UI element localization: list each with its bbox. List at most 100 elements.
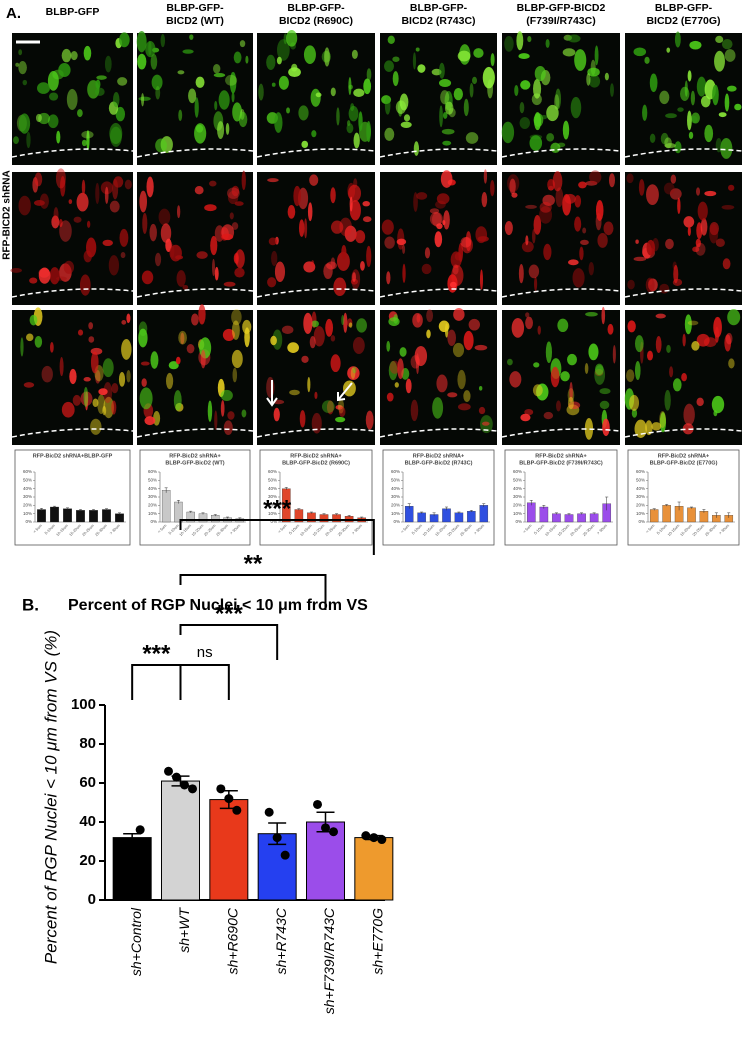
cell (555, 88, 562, 110)
cell (351, 49, 358, 60)
cell (646, 184, 659, 205)
cell (350, 103, 355, 111)
cell (647, 350, 654, 361)
cell (109, 200, 120, 213)
micrograph (136, 304, 254, 445)
cell (286, 107, 291, 114)
cell (682, 423, 694, 435)
cell (574, 216, 582, 232)
cell (88, 322, 94, 330)
cell (303, 312, 313, 334)
cell (442, 140, 452, 146)
y-tick-label: 40% (636, 486, 645, 491)
cell (457, 369, 466, 390)
ventricle-line (501, 428, 621, 438)
cell (649, 133, 656, 143)
cell (194, 97, 199, 118)
cell (41, 365, 53, 383)
y-tick-label: 30% (148, 494, 157, 499)
cell (714, 50, 725, 72)
chart-frame (627, 449, 740, 546)
cell (117, 77, 128, 86)
data-point (180, 780, 189, 790)
cell (330, 187, 336, 204)
cell (18, 49, 23, 56)
chart-title: BLBP-GFP-BicD2 (R690C) (282, 460, 350, 466)
cell (453, 87, 463, 101)
cell (631, 408, 638, 418)
cell (518, 263, 524, 284)
arrow (266, 380, 278, 407)
cell (182, 49, 194, 54)
significance-bracket (179, 574, 327, 610)
cell (585, 180, 598, 186)
cell (728, 358, 735, 369)
cell (86, 130, 90, 151)
x-tick-label: 5-10um (533, 524, 545, 536)
cell (304, 218, 308, 239)
cell (126, 369, 131, 383)
cell (278, 75, 289, 90)
error-bar (652, 508, 656, 511)
cell (348, 322, 353, 328)
cell (287, 342, 299, 353)
cell (608, 173, 616, 188)
ventricle-line (624, 148, 743, 158)
cell (386, 271, 391, 285)
cell (697, 201, 708, 221)
cell (98, 388, 108, 396)
cell (519, 102, 525, 114)
cell (53, 207, 59, 223)
cell (589, 170, 602, 184)
cell (231, 309, 242, 326)
cell (283, 33, 288, 45)
y-tick-label: 80 (79, 735, 96, 752)
cell (681, 373, 687, 382)
data-point (216, 784, 226, 794)
cell (665, 238, 674, 250)
error-bar (445, 506, 448, 511)
cell (321, 400, 335, 413)
error-bar (714, 512, 718, 518)
micrograph (136, 30, 254, 165)
cell (440, 90, 450, 105)
cell (155, 85, 161, 100)
cell (473, 48, 484, 58)
cell (634, 335, 644, 353)
cell (520, 80, 531, 90)
micrograph (256, 172, 376, 305)
cell (115, 106, 126, 122)
cell (715, 238, 725, 247)
error-bar (213, 514, 217, 517)
cell (532, 229, 536, 244)
cell (521, 241, 534, 253)
cell (405, 378, 412, 394)
cell (507, 358, 513, 366)
cell (353, 178, 358, 189)
cell (646, 239, 656, 256)
cell (664, 137, 672, 149)
chart-title: BLBP-GFP-BicD2 (R743C) (405, 460, 473, 466)
cell (725, 332, 733, 345)
cell (645, 277, 655, 293)
ventricle-line (256, 288, 376, 298)
cell (720, 137, 733, 159)
cell (688, 131, 694, 140)
cell (353, 132, 360, 149)
cell (343, 380, 356, 397)
cell (118, 371, 126, 387)
error-bar (702, 509, 706, 513)
cell (533, 113, 544, 127)
cell (311, 320, 319, 328)
cell (145, 40, 156, 58)
cell (687, 226, 691, 237)
cell (579, 246, 584, 261)
cell (400, 121, 412, 128)
cell (310, 88, 321, 107)
cell (47, 114, 59, 129)
cell (695, 238, 701, 248)
cell (214, 266, 219, 281)
y-tick-label: 30% (636, 494, 645, 499)
cell (73, 216, 82, 223)
cell (718, 112, 727, 118)
